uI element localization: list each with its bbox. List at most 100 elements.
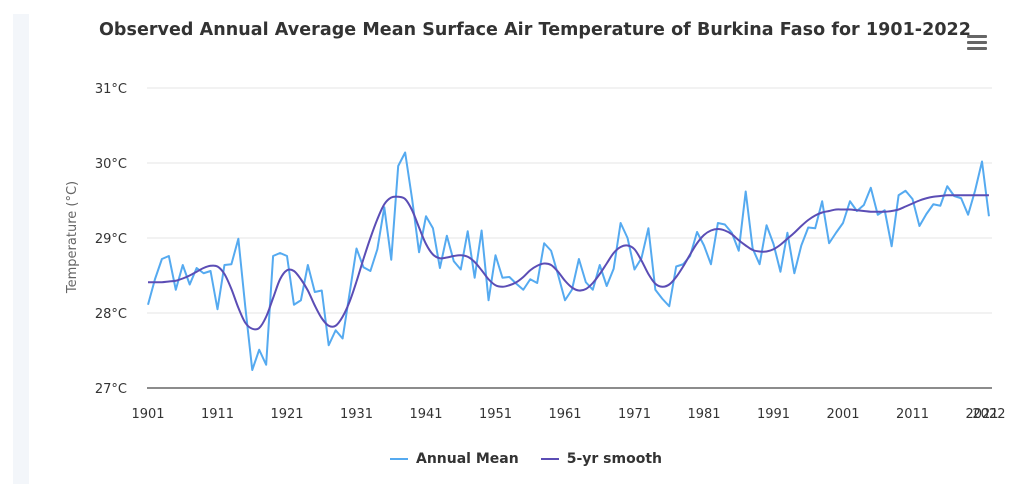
data-point[interactable] (277, 250, 283, 256)
data-point[interactable] (937, 203, 943, 209)
legend-item-annual-mean[interactable]: Annual Mean (390, 451, 519, 467)
data-point[interactable] (284, 253, 290, 259)
data-point[interactable] (777, 269, 783, 275)
data-point[interactable] (632, 246, 638, 252)
data-point[interactable] (499, 275, 505, 281)
data-point[interactable] (944, 183, 950, 189)
data-point[interactable] (618, 220, 624, 226)
data-point[interactable] (263, 362, 269, 368)
data-point[interactable] (221, 271, 227, 277)
data-point[interactable] (180, 276, 186, 282)
data-point[interactable] (228, 286, 234, 292)
data-point[interactable] (277, 276, 283, 282)
data-point[interactable] (958, 192, 964, 198)
data-point[interactable] (166, 279, 172, 285)
data-point[interactable] (673, 274, 679, 280)
data-point[interactable] (374, 246, 380, 252)
data-point[interactable] (270, 253, 276, 259)
data-point[interactable] (215, 264, 221, 270)
data-point[interactable] (326, 323, 332, 329)
data-point[interactable] (743, 243, 749, 249)
data-point[interactable] (465, 254, 471, 260)
data-point[interactable] (319, 288, 325, 294)
data-point[interactable] (520, 274, 526, 280)
data-point[interactable] (569, 285, 575, 291)
data-point[interactable] (381, 201, 387, 207)
data-point[interactable] (618, 244, 624, 250)
data-point[interactable] (451, 253, 457, 259)
data-point[interactable] (472, 275, 478, 281)
data-point[interactable] (611, 250, 617, 256)
data-point[interactable] (409, 196, 415, 202)
data-point[interactable] (479, 267, 485, 273)
data-point[interactable] (416, 225, 422, 231)
data-point[interactable] (652, 281, 658, 287)
data-point[interactable] (305, 288, 311, 294)
data-point[interactable] (819, 198, 825, 204)
data-point[interactable] (305, 262, 311, 268)
data-point[interactable] (451, 258, 457, 264)
data-point[interactable] (312, 289, 318, 295)
data-point[interactable] (159, 279, 165, 285)
data-point[interactable] (249, 326, 255, 332)
data-point[interactable] (409, 207, 415, 213)
data-point[interactable] (367, 268, 373, 274)
data-point[interactable] (201, 265, 207, 271)
data-point[interactable] (548, 248, 554, 254)
data-point[interactable] (625, 243, 631, 249)
data-point[interactable] (805, 225, 811, 231)
data-point[interactable] (541, 261, 547, 267)
data-point[interactable] (868, 185, 874, 191)
data-point[interactable] (562, 278, 568, 284)
data-point[interactable] (187, 273, 193, 279)
data-point[interactable] (923, 195, 929, 201)
data-point[interactable] (638, 258, 644, 264)
data-point[interactable] (534, 280, 540, 286)
data-point[interactable] (889, 208, 895, 214)
data-point[interactable] (694, 229, 700, 235)
data-point[interactable] (465, 228, 471, 234)
data-point[interactable] (326, 342, 332, 348)
data-point[interactable] (986, 192, 992, 198)
data-point[interactable] (625, 235, 631, 241)
data-point[interactable] (360, 256, 366, 262)
data-point[interactable] (444, 255, 450, 261)
data-point[interactable] (583, 286, 589, 292)
data-point[interactable] (812, 213, 818, 219)
data-point[interactable] (708, 261, 714, 267)
chart-menu-button[interactable] (962, 30, 990, 54)
data-point[interactable] (930, 194, 936, 200)
data-point[interactable] (784, 230, 790, 236)
data-point[interactable] (437, 255, 443, 261)
data-point[interactable] (937, 193, 943, 199)
data-point[interactable] (826, 208, 832, 214)
data-point[interactable] (152, 279, 158, 285)
data-point[interactable] (430, 252, 436, 258)
data-point[interactable] (430, 225, 436, 231)
data-point[interactable] (374, 216, 380, 222)
data-point[interactable] (791, 270, 797, 276)
data-point[interactable] (249, 367, 255, 373)
data-point[interactable] (228, 261, 234, 267)
data-point[interactable] (771, 241, 777, 247)
data-point[interactable] (583, 279, 589, 285)
data-point[interactable] (444, 233, 450, 239)
data-point[interactable] (701, 232, 707, 238)
data-point[interactable] (632, 267, 638, 273)
data-point[interactable] (347, 299, 353, 305)
data-point[interactable] (715, 220, 721, 226)
data-point[interactable] (402, 150, 408, 156)
data-point[interactable] (367, 235, 373, 241)
data-point[interactable] (395, 163, 401, 169)
data-point[interactable] (784, 236, 790, 242)
data-point[interactable] (604, 261, 610, 267)
data-point[interactable] (527, 276, 533, 282)
data-point[interactable] (965, 192, 971, 198)
data-point[interactable] (715, 226, 721, 232)
data-point[interactable] (972, 192, 978, 198)
data-point[interactable] (354, 279, 360, 285)
data-point[interactable] (868, 209, 874, 215)
data-point[interactable] (298, 297, 304, 303)
data-point[interactable] (729, 231, 735, 237)
data-point[interactable] (722, 222, 728, 228)
